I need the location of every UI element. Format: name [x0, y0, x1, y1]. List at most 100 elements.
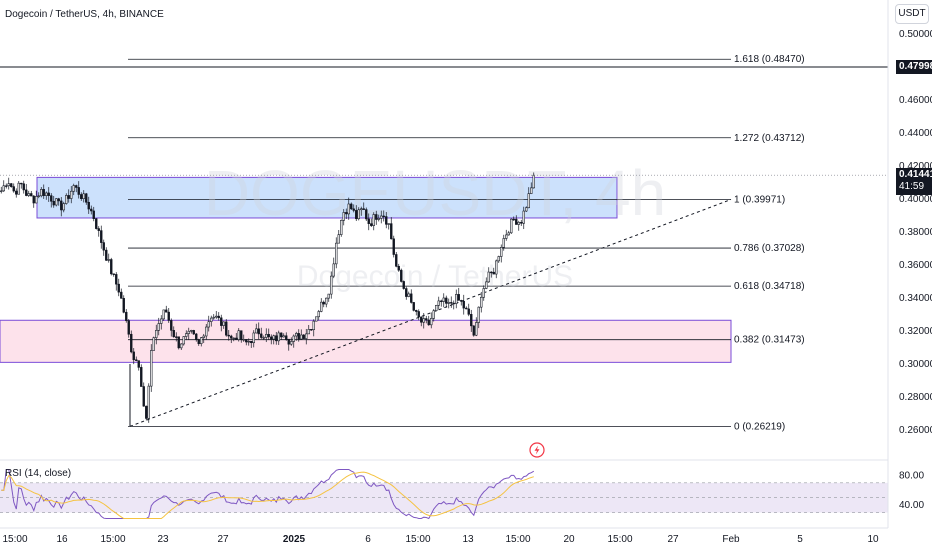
candle — [522, 206, 525, 230]
candle — [527, 187, 530, 209]
lightning-icon[interactable] — [529, 442, 545, 458]
candle — [205, 323, 208, 340]
candle — [312, 319, 315, 337]
candle — [452, 300, 455, 310]
candle — [10, 183, 13, 188]
candle — [265, 328, 268, 343]
candle — [300, 329, 303, 340]
candle — [512, 216, 515, 221]
rsi-tick-label: 80.00 — [899, 470, 924, 481]
time-tick-label: 15:00 — [505, 534, 530, 545]
candle — [145, 405, 148, 421]
candle — [442, 293, 445, 308]
fib-label: 1.618 (0.48470) — [734, 54, 805, 65]
candle — [345, 208, 348, 219]
candle — [350, 202, 353, 211]
candle — [530, 182, 533, 195]
time-tick-label: Feb — [722, 534, 740, 545]
candle — [385, 212, 388, 229]
price-axis[interactable]: 0.500000.480000.460000.440000.420000.400… — [899, 29, 932, 511]
candles-layer — [0, 172, 535, 427]
candle — [0, 186, 3, 194]
price-tick-label: 0.36000 — [899, 260, 932, 271]
candle — [235, 333, 238, 341]
candle — [305, 328, 308, 345]
time-tick-label: 23 — [157, 534, 169, 545]
watermark-symbol: DOGEUSDT, 4h — [204, 157, 666, 229]
candle — [420, 316, 423, 327]
rsi-label[interactable]: RSI (14, close) — [5, 468, 72, 479]
candle — [97, 226, 100, 237]
rsi-tick-label: 40.00 — [899, 500, 924, 511]
candle — [7, 177, 10, 190]
candle — [347, 197, 350, 220]
time-axis[interactable]: 15:00 16 15:00 23 27 2025 6 15:00 13 15:00 20 15:00… — [2, 534, 879, 545]
candle — [50, 193, 53, 208]
candle — [35, 190, 38, 204]
support-zone[interactable] — [0, 319, 732, 363]
candle — [410, 289, 413, 304]
candle — [87, 196, 90, 214]
candle — [182, 336, 185, 346]
candle — [427, 315, 430, 326]
candle — [532, 172, 535, 189]
candle — [110, 257, 113, 276]
candle — [340, 219, 343, 237]
fib-label: 0.786 (0.37028) — [734, 243, 805, 254]
candle — [2, 180, 5, 193]
candle — [15, 188, 18, 198]
candle — [157, 317, 160, 336]
candle — [467, 303, 470, 317]
time-tick-label: 15:00 — [2, 534, 27, 545]
candle — [502, 234, 505, 251]
candle — [487, 267, 490, 283]
candle — [65, 193, 68, 205]
candle — [20, 182, 23, 189]
candle — [122, 295, 125, 314]
candle — [365, 207, 368, 222]
candle — [117, 278, 120, 297]
candle — [40, 187, 43, 198]
candle — [302, 334, 305, 339]
candle — [82, 190, 85, 203]
candle — [270, 334, 273, 345]
price-tick-label: 0.26000 — [899, 425, 932, 436]
candle — [422, 313, 425, 329]
candle — [147, 383, 150, 423]
candle — [327, 293, 330, 302]
candle — [197, 338, 200, 346]
price-tick-label: 0.46000 — [899, 95, 932, 106]
candle — [525, 206, 528, 213]
trendline[interactable] — [129, 199, 732, 427]
candle — [455, 289, 458, 309]
candle — [405, 286, 408, 300]
candle — [267, 328, 270, 340]
candle — [160, 315, 163, 330]
candle — [142, 382, 145, 407]
candle — [137, 360, 140, 371]
candle — [47, 187, 50, 202]
currency-button[interactable]: USDT — [895, 4, 929, 24]
resistance-zone[interactable] — [36, 176, 618, 219]
candle — [220, 314, 223, 332]
time-tick-label: 10 — [867, 534, 879, 545]
candle — [180, 343, 183, 350]
candle — [45, 191, 48, 200]
candle — [485, 277, 488, 290]
candle — [515, 215, 518, 225]
candle — [520, 219, 523, 226]
candle — [187, 327, 190, 340]
candle — [505, 229, 508, 241]
candle — [285, 332, 288, 341]
candle — [105, 247, 108, 261]
candle — [342, 209, 345, 226]
candle — [95, 218, 98, 230]
candle — [382, 210, 385, 222]
candle — [375, 210, 378, 225]
candle — [32, 195, 35, 208]
candle — [370, 218, 373, 227]
time-tick-label: 16 — [56, 534, 68, 545]
candle — [22, 180, 25, 194]
candle — [210, 315, 213, 327]
